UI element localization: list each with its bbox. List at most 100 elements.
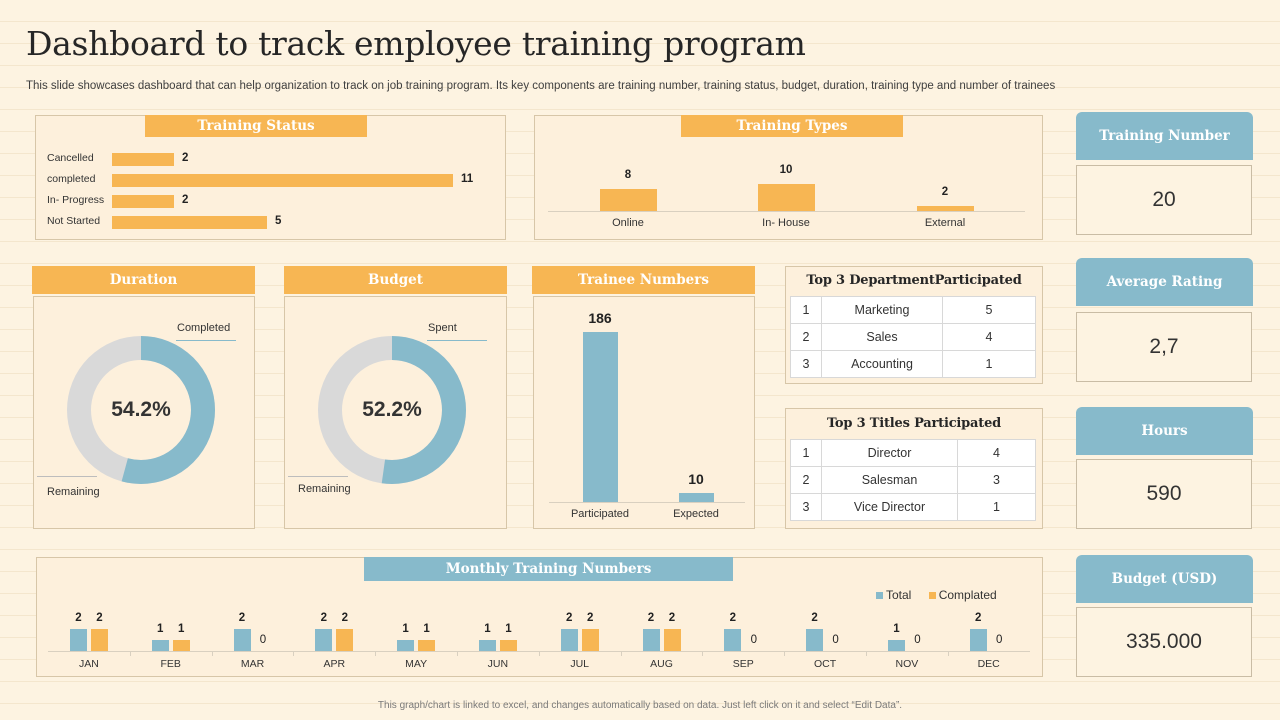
monthly-bar-completed: [499, 640, 517, 651]
duration-center-label: 54.2%: [111, 398, 171, 421]
monthly-tick: [620, 651, 622, 656]
trainee-value-label: 10: [688, 470, 704, 487]
legend-completed-swatch: [928, 592, 936, 599]
monthly-value-label: 2: [811, 612, 818, 624]
titles-table-title: Top 3 Titles Participated: [826, 416, 1002, 431]
monthly-value-label: 1: [423, 623, 430, 635]
types-bar: [916, 205, 974, 211]
trainee-bar: [582, 332, 618, 502]
status-bar: [112, 195, 174, 208]
status-bar: [112, 153, 174, 166]
table-cell-count: 4: [942, 323, 1036, 351]
monthly-tick: [211, 651, 213, 656]
monthly-value-label: 2: [586, 612, 594, 624]
status-value-label: 11: [461, 173, 474, 185]
table-cell-count: 1: [957, 493, 1036, 521]
monthly-value-label: 0: [750, 634, 757, 646]
monthly-tick: [538, 651, 540, 656]
legend-total-swatch: [876, 592, 883, 599]
monthly-tick: [947, 651, 949, 656]
trainee-numbers-chart[interactable]: 186 Participated 10 Expected: [533, 296, 755, 529]
monthly-category-label: DEC: [977, 658, 1000, 670]
monthly-value-label: 2: [729, 612, 736, 624]
monthly-bar-completed: [172, 640, 190, 651]
monthly-tick: [129, 651, 131, 656]
budget-spent-leader: [427, 340, 487, 341]
monthly-category-label: AUG: [650, 658, 673, 670]
duration-donut-chart[interactable]: [33, 296, 255, 529]
status-category-label: In- Progress: [47, 194, 105, 206]
monthly-tick: [375, 651, 377, 656]
table-cell-rank: 1: [790, 439, 822, 467]
training-status-chart[interactable]: Cancelled 2 completed 11 In- Progress 2 Not St…: [35, 140, 506, 240]
duration-completed-leader: [176, 340, 236, 341]
table-row: 2 Sales 4: [790, 323, 1036, 351]
duration-completed-label: Completed: [177, 322, 231, 334]
table-cell-count: 5: [942, 296, 1036, 324]
table-cell-department: Marketing: [821, 296, 943, 324]
monthly-tick: [784, 651, 786, 656]
monthly-value-label: 1: [484, 623, 491, 635]
monthly-tick: [457, 651, 458, 656]
monthly-value-label: 0: [832, 634, 839, 646]
training-status-header: Training Status: [145, 115, 367, 137]
kpi-average-rating-value: 2,7: [1076, 312, 1252, 382]
legend-total-label: Total: [886, 588, 912, 602]
monthly-value-label: 2: [75, 612, 82, 624]
budget-donut-chart[interactable]: [284, 296, 507, 529]
monthly-chart[interactable]: 2 2 JAN 1 1 FEB 2 0 MAR 2 2 APR 1 1 MAY 1 1 JUN 2 2 JUL 2 2 AUG…: [36, 557, 1043, 677]
monthly-bar-total: [233, 629, 251, 651]
trainee-axis: [549, 502, 745, 503]
monthly-value-label: 2: [341, 612, 348, 624]
monthly-value-label: 2: [974, 612, 982, 624]
monthly-bar-total: [151, 640, 169, 651]
table-cell-department: Accounting: [821, 350, 943, 378]
types-value-label: 2: [941, 185, 949, 198]
monthly-legend: Total Complated: [876, 588, 997, 602]
duration-remaining-leader: [37, 476, 97, 477]
training-types-chart[interactable]: 8 Online 10 In- House 2 External: [534, 140, 1043, 240]
monthly-category-label: SEP: [732, 658, 754, 670]
monthly-value-label: 0: [995, 634, 1003, 646]
department-table: 1 Marketing 5 2 Sales 4 3 Accounting 1: [790, 296, 1036, 378]
monthly-header: Monthly Training Numbers: [364, 557, 733, 581]
legend-completed-label: Complated: [938, 588, 997, 602]
monthly-bar-total: [315, 629, 333, 651]
kpi-budget-header: Budget (USD): [1076, 555, 1253, 603]
monthly-tick: [702, 651, 704, 656]
trainee-value-label: 186: [588, 310, 612, 326]
types-value-label: 8: [624, 169, 632, 182]
monthly-bar-total: [887, 640, 905, 651]
trainee-category-label: Participated: [570, 508, 630, 520]
status-value-label: 5: [275, 215, 282, 227]
trainee-numbers-header: Trainee Numbers: [532, 266, 755, 294]
monthly-value-label: 1: [505, 623, 512, 635]
monthly-value-label: 1: [402, 623, 409, 635]
footer-note: This graph/chart is linked to excel, and…: [377, 700, 903, 711]
monthly-value-label: 1: [177, 623, 185, 635]
types-bar: [757, 184, 815, 211]
monthly-value-label: 2: [238, 612, 246, 624]
monthly-bar-completed: [581, 629, 599, 651]
monthly-bar-completed: [663, 629, 681, 651]
trainee-numbers-panel: [533, 296, 755, 529]
monthly-bar-total: [69, 629, 87, 651]
table-cell-count: 1: [942, 350, 1036, 378]
monthly-bar-completed: [336, 629, 354, 651]
monthly-bar-completed: [418, 640, 436, 651]
types-bar: [599, 189, 657, 211]
status-category-label: Not Started: [47, 215, 101, 227]
table-cell-rank: 1: [790, 296, 822, 324]
table-cell-count: 3: [957, 466, 1036, 494]
monthly-value-label: 0: [259, 634, 267, 646]
monthly-value-label: 1: [893, 623, 900, 635]
table-row: 2 Salesman 3: [790, 466, 1036, 494]
table-cell-count: 4: [957, 439, 1036, 467]
table-row: 3 Accounting 1: [790, 350, 1036, 378]
monthly-category-label: NOV: [895, 658, 919, 670]
kpi-budget-value: 335.000: [1076, 607, 1252, 677]
donut-primary-slice: [67, 336, 215, 484]
monthly-bar-completed: [90, 629, 108, 651]
page-title: Dashboard to track employee training pro…: [26, 24, 806, 63]
monthly-bar-total: [969, 629, 987, 651]
